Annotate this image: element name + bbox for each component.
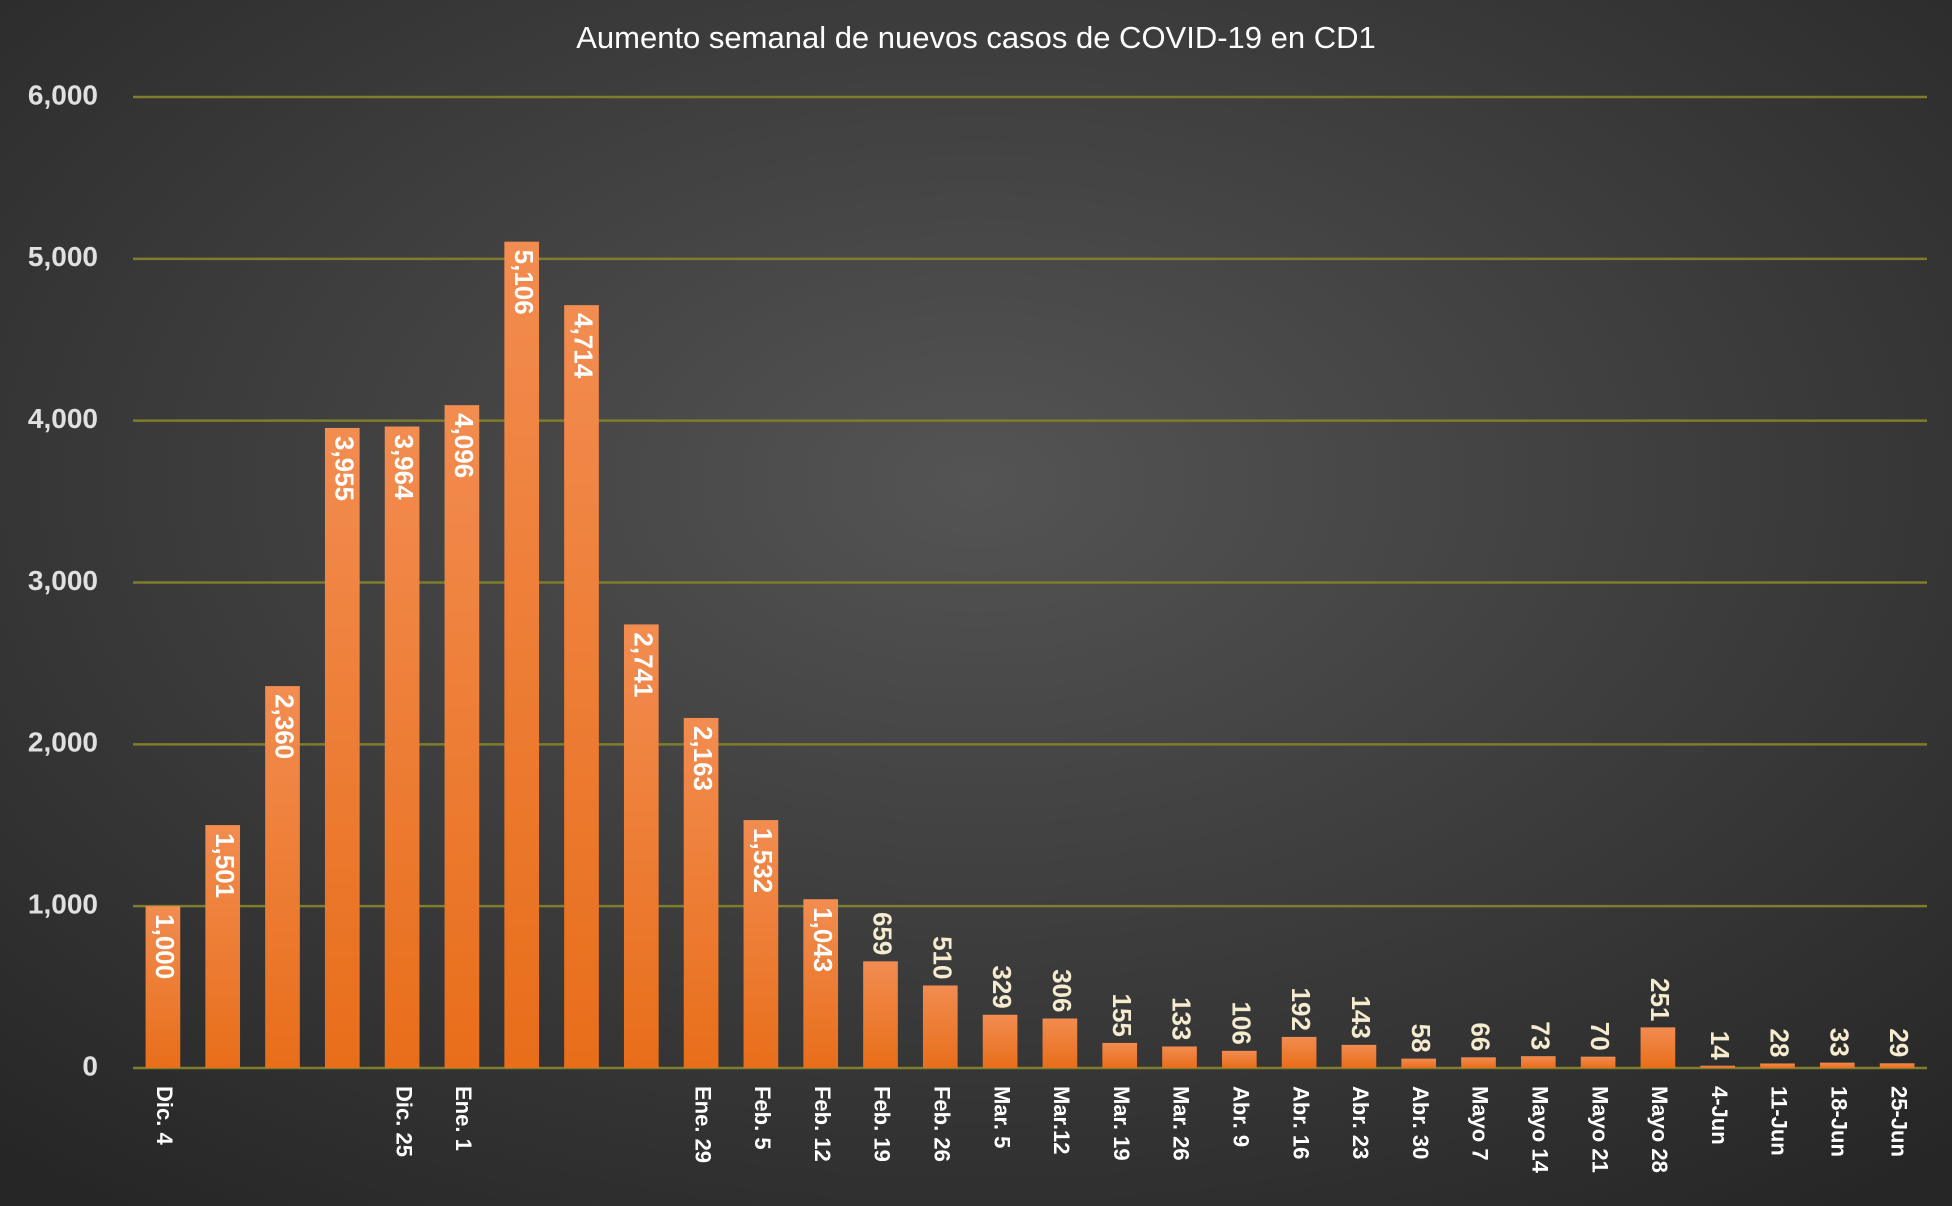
bar <box>1042 1018 1078 1068</box>
value-label: 106 <box>1226 1001 1256 1044</box>
value-label: 155 <box>1107 994 1137 1037</box>
bar <box>1221 1050 1257 1068</box>
x-tick-label: Mayo 21 <box>1587 1086 1612 1173</box>
bar <box>1760 1063 1795 1068</box>
x-tick-label: Mayo 7 <box>1468 1086 1493 1161</box>
x-tick-label: Mar.12 <box>1049 1086 1074 1155</box>
x-tick-label: Mar. 26 <box>1169 1086 1194 1161</box>
bar <box>922 985 958 1068</box>
x-tick-label: Mar. 5 <box>989 1086 1014 1148</box>
bar <box>1819 1062 1855 1068</box>
x-tick-label: 4-Jun <box>1707 1086 1732 1145</box>
bar <box>265 686 300 1068</box>
value-label: 5,106 <box>509 250 539 315</box>
bar <box>384 426 420 1068</box>
value-label: 192 <box>1286 988 1316 1031</box>
value-label: 29 <box>1884 1028 1914 1057</box>
x-tick-label: Ene. 1 <box>451 1086 476 1151</box>
value-label: 73 <box>1525 1021 1555 1050</box>
bar <box>1162 1046 1197 1068</box>
value-label: 133 <box>1167 997 1197 1040</box>
bar <box>564 305 599 1068</box>
x-tick-label: Abr. 16 <box>1288 1086 1313 1159</box>
bar <box>1341 1044 1377 1068</box>
bar <box>504 241 540 1068</box>
x-tick-label: Feb. 12 <box>810 1086 835 1162</box>
value-label: 3,964 <box>389 434 419 500</box>
value-label: 306 <box>1047 969 1077 1012</box>
value-label: 143 <box>1346 995 1376 1038</box>
value-label: 1,043 <box>808 907 838 972</box>
bar <box>683 717 719 1068</box>
value-label: 329 <box>987 965 1017 1008</box>
x-tick-label: Feb. 19 <box>870 1086 895 1162</box>
y-tick-label: 0 <box>82 1050 98 1081</box>
bar <box>205 825 241 1068</box>
bar <box>1461 1057 1496 1068</box>
y-tick-label: 6,000 <box>28 79 98 110</box>
y-tick-label: 2,000 <box>28 727 98 758</box>
bar <box>803 899 839 1068</box>
x-tick-label: Ene. 29 <box>690 1086 715 1163</box>
bar <box>1879 1063 1915 1068</box>
value-label: 2,360 <box>270 694 300 759</box>
bar <box>145 906 181 1068</box>
x-tick-label: 18-Jun <box>1826 1086 1851 1157</box>
x-tick-label: Dic. 25 <box>391 1086 416 1157</box>
x-tick-label: Mayo 14 <box>1527 1086 1552 1174</box>
value-label: 58 <box>1406 1024 1436 1053</box>
bar <box>982 1014 1018 1068</box>
value-label: 2,741 <box>628 632 658 697</box>
bar <box>1700 1065 1736 1068</box>
x-tick-label: Mayo 28 <box>1647 1086 1672 1173</box>
value-label: 510 <box>927 936 957 979</box>
bar <box>1102 1042 1138 1068</box>
y-tick-label: 4,000 <box>28 403 98 434</box>
x-tick-label: Feb. 5 <box>750 1086 775 1150</box>
value-label: 33 <box>1824 1028 1854 1057</box>
value-label: 4,096 <box>449 413 479 478</box>
x-tick-label: Abr. 30 <box>1408 1086 1433 1159</box>
value-label: 66 <box>1466 1022 1496 1051</box>
bar <box>743 820 779 1068</box>
chart-title: Aumento semanal de nuevos casos de COVID… <box>576 20 1376 55</box>
y-tick-label: 1,000 <box>28 889 98 920</box>
x-tick-label: Abr. 23 <box>1348 1086 1373 1159</box>
bar <box>444 405 480 1068</box>
value-label: 1,532 <box>748 828 778 893</box>
x-tick-label: Dic. 4 <box>152 1086 177 1145</box>
value-label: 659 <box>868 912 898 955</box>
value-label: 1,000 <box>150 914 180 979</box>
value-label: 251 <box>1645 978 1675 1021</box>
bar <box>1520 1056 1556 1068</box>
x-tick-label: Mar. 19 <box>1109 1086 1134 1161</box>
x-tick-label: Feb. 26 <box>929 1086 954 1162</box>
x-tick-label: 11-Jun <box>1767 1086 1792 1156</box>
value-label: 70 <box>1585 1022 1615 1051</box>
x-tick-label: 25-Jun <box>1886 1086 1911 1157</box>
bar <box>1640 1027 1676 1068</box>
bar <box>1580 1056 1616 1068</box>
y-tick-label: 5,000 <box>28 241 98 272</box>
value-label: 4,714 <box>569 313 599 379</box>
bar <box>1401 1058 1437 1068</box>
bar <box>623 624 659 1068</box>
value-label: 1,501 <box>210 833 240 898</box>
bar <box>1281 1036 1317 1068</box>
y-tick-label: 3,000 <box>28 565 98 596</box>
bar <box>324 427 360 1068</box>
value-label: 2,163 <box>688 726 718 791</box>
bar <box>863 961 898 1068</box>
value-label: 28 <box>1765 1029 1795 1058</box>
value-label: 3,955 <box>329 436 359 501</box>
value-label: 14 <box>1705 1031 1735 1060</box>
x-tick-label: Abr. 9 <box>1228 1086 1253 1147</box>
